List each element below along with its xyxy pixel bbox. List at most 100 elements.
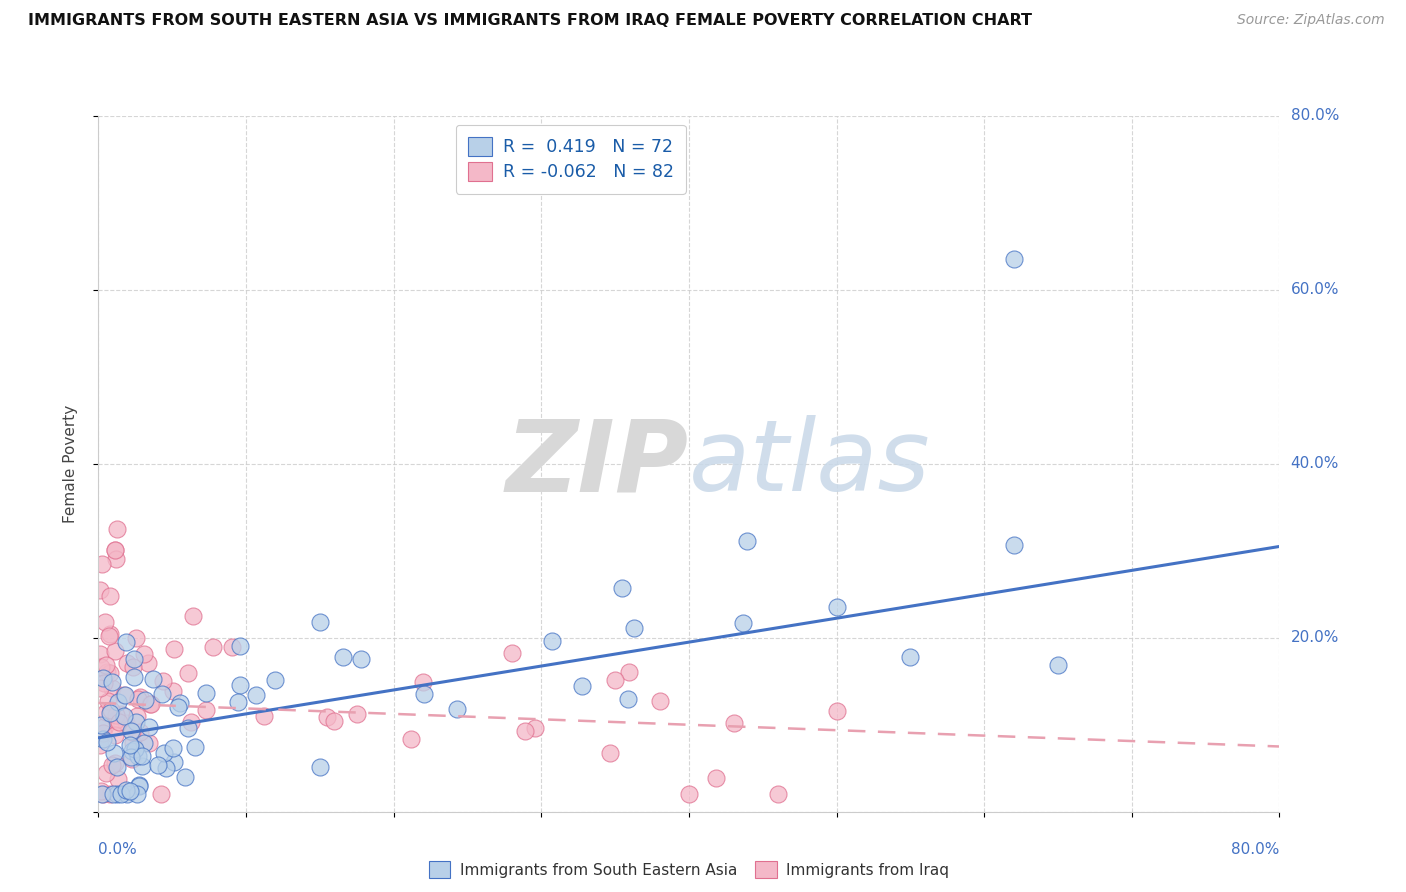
Point [115,634,138,648]
Point [91,557,114,571]
Point [323,714,346,729]
Text: atlas: atlas [689,416,931,512]
Point [89,583,111,598]
Point [141,697,163,711]
Point [89,681,111,696]
Point [132,736,155,750]
Point [571,680,593,694]
Point [122,652,145,666]
Point [194,686,217,700]
Point [118,784,141,798]
Point [162,740,184,755]
Point [127,709,149,723]
Point [139,697,162,711]
Point [89,738,111,752]
Point [226,695,249,709]
Point [617,691,640,706]
Point [623,621,645,635]
Point [825,599,848,614]
Text: 40.0%: 40.0% [1291,457,1339,471]
Point [94,719,117,733]
Point [96,665,118,680]
Text: 0.0%: 0.0% [98,842,138,857]
Point [100,627,122,641]
Point [704,771,727,785]
Point [612,581,634,595]
Point [138,737,160,751]
Text: 80.0%: 80.0% [1232,842,1279,857]
Point [124,715,146,730]
Point [152,673,174,688]
Point [202,640,225,655]
Point [648,694,671,708]
Point [124,741,146,756]
Point [122,670,145,684]
Point [94,657,117,672]
Point [167,699,190,714]
Point [100,703,122,717]
Point [1002,252,1025,267]
Point [181,608,204,623]
Point [163,642,186,657]
Point [125,631,148,645]
Point [98,665,121,680]
Point [91,788,114,801]
Point [103,756,125,770]
Point [134,693,156,707]
Point [825,704,848,718]
Point [121,659,143,673]
Point [121,744,143,758]
Point [94,766,117,780]
Point [91,726,114,740]
Point [131,749,153,764]
Point [401,731,423,746]
Point [177,721,200,735]
Point [105,552,128,566]
Legend: Immigrants from South Eastern Asia, Immigrants from Iraq: Immigrants from South Eastern Asia, Immi… [423,855,955,884]
Point [229,678,252,692]
Point [136,656,159,670]
Point [599,746,621,760]
Point [221,640,243,654]
Point [150,788,173,801]
Point [309,615,332,629]
Point [735,534,758,549]
Point [900,650,922,665]
Point [176,666,198,681]
Point [513,723,536,738]
Point [91,732,114,747]
Point [114,715,136,730]
Point [264,673,287,687]
Text: ZIP: ZIP [506,416,689,512]
Point [104,727,127,741]
Point [229,639,252,653]
Point [114,689,136,703]
Text: 20.0%: 20.0% [1291,631,1339,645]
Point [128,780,150,794]
Point [446,702,468,716]
Point [101,757,124,772]
Point [122,736,145,750]
Point [104,643,127,657]
Point [97,629,120,643]
Point [138,720,160,734]
Point [98,706,121,720]
Point [332,649,354,664]
Point [253,709,276,723]
Point [413,687,436,701]
Point [105,788,128,801]
Point [110,706,132,721]
Point [173,770,195,784]
Point [101,681,124,695]
Point [105,522,128,536]
Point [120,750,142,764]
Point [98,788,121,801]
Point [678,788,700,801]
Text: Source: ZipAtlas.com: Source: ZipAtlas.com [1237,13,1385,28]
Text: 80.0%: 80.0% [1291,109,1339,123]
Point [316,710,339,724]
Point [346,706,368,721]
Point [103,746,125,760]
Point [108,714,131,729]
Point [131,759,153,773]
